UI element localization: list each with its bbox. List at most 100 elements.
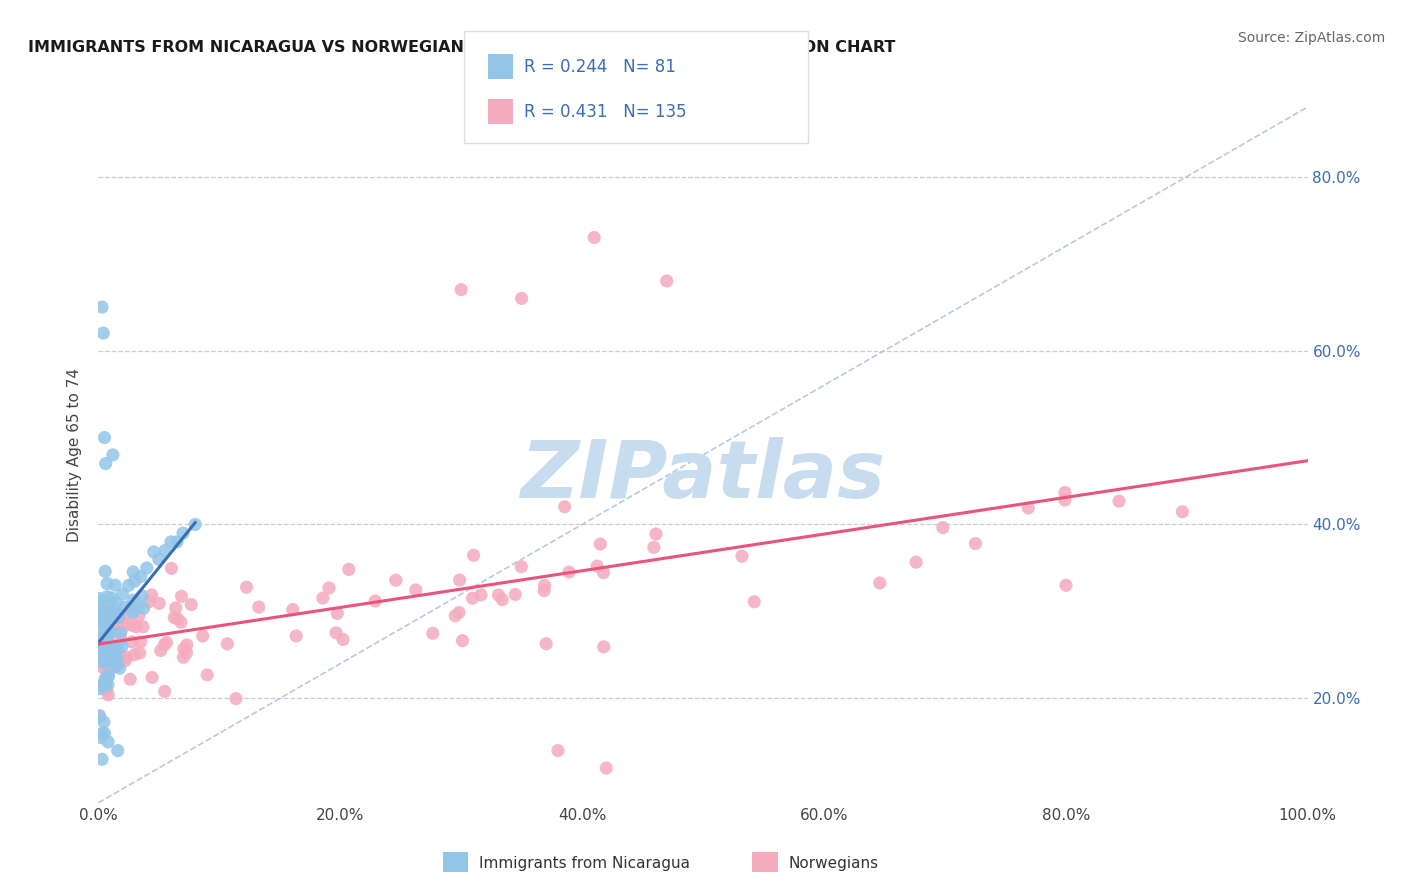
Point — [450, 283, 472, 297]
Point — [141, 588, 163, 602]
Point — [98, 647, 121, 661]
Point — [451, 633, 474, 648]
Point — [108, 661, 131, 675]
Point — [89, 607, 111, 622]
Point — [89, 708, 111, 723]
Point — [89, 636, 111, 650]
Point — [470, 588, 492, 602]
Point — [101, 648, 124, 662]
Point — [97, 668, 120, 682]
Point — [235, 580, 257, 594]
Point — [184, 517, 207, 532]
Point — [533, 578, 555, 592]
Point — [332, 632, 354, 647]
Point — [97, 735, 120, 749]
Text: R = 0.244   N= 81: R = 0.244 N= 81 — [524, 58, 676, 76]
Point — [96, 641, 118, 656]
Point — [90, 616, 112, 631]
Point — [1053, 485, 1076, 500]
Point — [93, 726, 115, 740]
Point — [96, 640, 118, 654]
Text: Immigrants from Nicaragua: Immigrants from Nicaragua — [479, 856, 690, 871]
Point — [105, 605, 128, 619]
Point — [491, 592, 513, 607]
Point — [488, 588, 510, 602]
Point — [91, 646, 114, 660]
Point — [91, 752, 114, 766]
Point — [285, 629, 308, 643]
Point — [172, 650, 194, 665]
Point — [447, 606, 470, 620]
Point — [93, 714, 115, 729]
Point — [191, 629, 214, 643]
Point — [1053, 493, 1076, 508]
Point — [104, 640, 127, 654]
Point — [148, 552, 170, 566]
Point — [558, 565, 581, 579]
Point — [510, 559, 533, 574]
Point — [405, 582, 427, 597]
Point — [90, 640, 112, 655]
Point — [89, 640, 111, 655]
Point — [121, 635, 143, 649]
Point — [165, 601, 187, 615]
Point — [94, 673, 117, 687]
Point — [115, 650, 138, 665]
Point — [105, 640, 128, 655]
Point — [385, 573, 408, 587]
Point — [160, 534, 183, 549]
Point — [195, 668, 218, 682]
Point — [586, 559, 609, 574]
Point — [101, 654, 124, 668]
Point — [589, 537, 612, 551]
Point — [96, 629, 118, 643]
Point — [124, 574, 146, 588]
Point — [97, 647, 120, 661]
Point — [108, 648, 131, 663]
Point — [104, 647, 127, 661]
Point — [90, 731, 112, 745]
Point — [91, 656, 114, 670]
Point — [90, 726, 112, 740]
Point — [98, 602, 121, 616]
Point — [100, 660, 122, 674]
Point — [128, 608, 150, 623]
Point — [170, 589, 193, 603]
Text: ZIPatlas: ZIPatlas — [520, 437, 886, 515]
Point — [153, 638, 176, 652]
Point — [105, 658, 128, 673]
Point — [129, 635, 152, 649]
Point — [91, 651, 114, 665]
Point — [463, 549, 485, 563]
Point — [100, 626, 122, 640]
Point — [160, 561, 183, 575]
Point — [645, 527, 668, 541]
Point — [114, 607, 136, 622]
Point — [125, 620, 148, 634]
Point — [547, 744, 569, 758]
Point — [101, 651, 124, 665]
Point — [129, 569, 152, 583]
Point — [127, 600, 149, 615]
Point — [503, 587, 526, 601]
Point — [1171, 505, 1194, 519]
Point — [461, 591, 484, 606]
Point — [96, 665, 118, 680]
Point — [731, 549, 754, 564]
Text: IMMIGRANTS FROM NICARAGUA VS NORWEGIAN DISABILITY AGE 65 TO 74 CORRELATION CHART: IMMIGRANTS FROM NICARAGUA VS NORWEGIAN D… — [28, 40, 896, 55]
Point — [110, 625, 132, 640]
Point — [101, 619, 124, 633]
Point — [148, 596, 170, 610]
Point — [107, 744, 129, 758]
Point — [869, 576, 891, 591]
Point — [163, 610, 186, 624]
Point — [1108, 494, 1130, 508]
Point — [91, 613, 114, 627]
Point — [94, 672, 117, 686]
Point — [128, 646, 150, 660]
Point — [93, 618, 115, 632]
Point — [97, 623, 120, 637]
Point — [592, 640, 614, 654]
Point — [592, 566, 614, 580]
Point — [1054, 578, 1077, 592]
